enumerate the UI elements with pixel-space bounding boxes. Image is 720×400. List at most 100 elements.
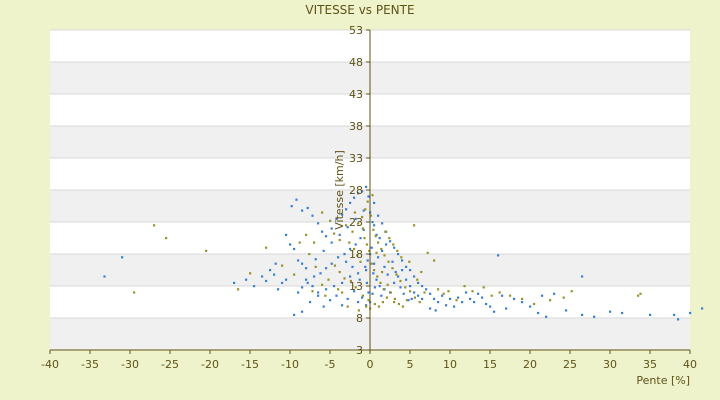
- data-point: [345, 208, 348, 211]
- data-point: [469, 297, 472, 300]
- data-point: [366, 259, 369, 262]
- data-point: [337, 256, 340, 259]
- data-point: [399, 279, 402, 283]
- data-point: [413, 224, 416, 227]
- data-point: [367, 195, 370, 198]
- y-tick-label: 53: [349, 24, 363, 37]
- data-point: [570, 290, 573, 293]
- data-point: [348, 241, 351, 244]
- data-point: [537, 311, 540, 315]
- y-tick-label: 18: [349, 248, 363, 261]
- data-point: [265, 246, 268, 249]
- data-point: [285, 233, 288, 236]
- data-point: [441, 294, 444, 297]
- data-point: [341, 281, 344, 284]
- data-point: [343, 253, 346, 256]
- data-point: [281, 281, 284, 284]
- data-point: [401, 269, 404, 272]
- data-point: [361, 215, 364, 219]
- x-tick-label: 25: [563, 358, 577, 371]
- data-point: [453, 305, 456, 308]
- data-point: [293, 247, 296, 251]
- data-point: [354, 286, 357, 289]
- data-point: [103, 275, 106, 278]
- data-point: [301, 209, 304, 212]
- data-point: [324, 294, 327, 297]
- data-point: [321, 283, 324, 286]
- data-point: [391, 260, 394, 263]
- y-tick-label: 13: [349, 280, 363, 293]
- data-point: [382, 288, 385, 291]
- x-tick-label: -15: [241, 358, 259, 371]
- data-point: [377, 241, 380, 244]
- data-point: [358, 278, 361, 281]
- data-point: [381, 301, 384, 304]
- x-tick-label: 0: [367, 358, 374, 371]
- x-tick-label: 5: [407, 358, 414, 371]
- data-point: [357, 192, 360, 195]
- data-point: [417, 294, 420, 297]
- data-point: [281, 264, 284, 267]
- data-point: [335, 294, 338, 297]
- data-point: [461, 301, 464, 304]
- data-point: [387, 260, 390, 263]
- data-point: [391, 267, 394, 270]
- data-point: [354, 243, 357, 246]
- data-point: [581, 313, 584, 316]
- data-point: [353, 196, 356, 199]
- data-point: [366, 200, 369, 203]
- data-point: [362, 209, 365, 212]
- data-point: [425, 288, 428, 291]
- data-point: [393, 281, 396, 284]
- data-points: [103, 185, 704, 321]
- data-point: [420, 270, 423, 274]
- data-point: [306, 281, 309, 284]
- data-point: [396, 249, 399, 252]
- y-tick-label: 43: [349, 88, 363, 101]
- data-point: [405, 265, 408, 268]
- data-point: [379, 281, 382, 284]
- data-point: [501, 294, 504, 297]
- data-point: [401, 305, 404, 308]
- data-point: [371, 221, 374, 224]
- data-point: [445, 304, 448, 307]
- data-point: [313, 241, 316, 244]
- data-point: [314, 265, 317, 268]
- data-point: [373, 201, 376, 204]
- data-point: [562, 296, 565, 299]
- data-point: [245, 278, 248, 281]
- data-point: [322, 249, 325, 252]
- data-point: [365, 281, 368, 284]
- data-point: [338, 238, 341, 242]
- data-point: [343, 277, 346, 280]
- data-point: [341, 213, 344, 216]
- data-point: [317, 222, 320, 225]
- data-point: [593, 315, 596, 318]
- data-point: [463, 285, 466, 288]
- data-point: [621, 311, 624, 315]
- data-point: [383, 265, 386, 268]
- data-point: [363, 237, 366, 240]
- data-point: [354, 217, 357, 220]
- data-point: [371, 194, 374, 197]
- data-point: [416, 278, 419, 281]
- data-point: [330, 262, 333, 265]
- data-point: [553, 292, 556, 295]
- data-point: [381, 249, 384, 252]
- data-point: [505, 307, 508, 310]
- data-point: [399, 286, 402, 289]
- data-point: [330, 241, 333, 244]
- data-point: [393, 301, 396, 304]
- data-point: [265, 279, 268, 283]
- data-point: [314, 258, 317, 261]
- x-tick-label: -35: [81, 358, 99, 371]
- data-point: [305, 278, 308, 281]
- data-point: [404, 286, 407, 289]
- data-point: [442, 292, 445, 295]
- data-point: [321, 211, 324, 214]
- data-point: [423, 291, 426, 294]
- data-point: [362, 228, 365, 231]
- data-point: [385, 243, 388, 246]
- data-point: [405, 278, 408, 281]
